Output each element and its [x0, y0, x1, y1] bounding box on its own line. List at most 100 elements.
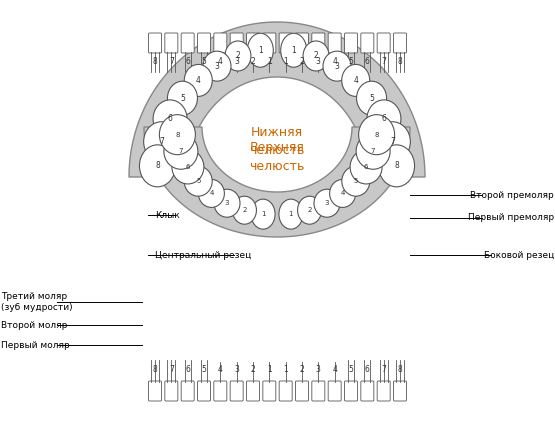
- Text: Боковой резец: Боковой резец: [484, 251, 554, 260]
- Text: 4: 4: [196, 76, 201, 85]
- Ellipse shape: [214, 189, 240, 217]
- Text: 1: 1: [283, 57, 288, 67]
- Text: Верхняя
челюсть: Верхняя челюсть: [249, 142, 305, 172]
- Polygon shape: [129, 22, 425, 177]
- Text: 1: 1: [289, 211, 293, 217]
- FancyBboxPatch shape: [377, 33, 390, 53]
- Ellipse shape: [198, 179, 224, 207]
- Text: 4: 4: [332, 57, 337, 67]
- FancyBboxPatch shape: [328, 381, 341, 401]
- Text: 7: 7: [169, 57, 174, 67]
- Text: 5: 5: [201, 365, 206, 375]
- FancyBboxPatch shape: [165, 381, 178, 401]
- FancyBboxPatch shape: [328, 33, 341, 53]
- Ellipse shape: [330, 179, 356, 207]
- Polygon shape: [144, 127, 410, 237]
- FancyBboxPatch shape: [393, 381, 406, 401]
- Text: Первый моляр: Первый моляр: [1, 340, 70, 349]
- FancyBboxPatch shape: [149, 381, 162, 401]
- Text: 5: 5: [196, 178, 200, 184]
- Text: 1: 1: [267, 365, 272, 375]
- Text: 6: 6: [364, 164, 369, 170]
- Text: Первый премоляр: Первый премоляр: [468, 213, 554, 222]
- Text: 6: 6: [168, 114, 173, 124]
- Ellipse shape: [144, 122, 180, 162]
- Text: 6: 6: [381, 114, 386, 124]
- Text: 6: 6: [365, 57, 370, 67]
- FancyBboxPatch shape: [377, 381, 390, 401]
- Ellipse shape: [184, 166, 212, 196]
- Text: 3: 3: [225, 200, 229, 206]
- Ellipse shape: [279, 199, 303, 229]
- Text: 7: 7: [179, 148, 183, 154]
- Text: 3: 3: [215, 62, 219, 71]
- Text: 1: 1: [258, 46, 263, 55]
- Text: 2: 2: [251, 57, 255, 67]
- Text: 1: 1: [267, 57, 272, 67]
- Ellipse shape: [367, 100, 401, 138]
- Text: 2: 2: [314, 51, 319, 60]
- FancyBboxPatch shape: [181, 381, 194, 401]
- Ellipse shape: [184, 64, 212, 96]
- Ellipse shape: [314, 189, 340, 217]
- Text: 5: 5: [369, 94, 374, 103]
- Text: 4: 4: [218, 365, 223, 375]
- FancyBboxPatch shape: [345, 33, 357, 53]
- Text: Второй премоляр: Второй премоляр: [470, 191, 554, 200]
- Ellipse shape: [159, 114, 195, 155]
- FancyBboxPatch shape: [279, 381, 292, 401]
- FancyBboxPatch shape: [198, 381, 210, 401]
- Text: 3: 3: [335, 62, 340, 71]
- FancyBboxPatch shape: [149, 33, 162, 53]
- Text: 8: 8: [153, 365, 158, 375]
- FancyBboxPatch shape: [263, 381, 276, 401]
- Text: 5: 5: [354, 178, 358, 184]
- FancyBboxPatch shape: [214, 33, 227, 53]
- Ellipse shape: [153, 100, 187, 138]
- FancyBboxPatch shape: [263, 33, 276, 53]
- Text: 8: 8: [375, 132, 379, 138]
- Ellipse shape: [375, 122, 410, 162]
- FancyBboxPatch shape: [361, 33, 374, 53]
- FancyBboxPatch shape: [246, 33, 260, 53]
- Text: 2: 2: [235, 51, 240, 60]
- Text: 6: 6: [365, 365, 370, 375]
- Text: 1: 1: [283, 365, 288, 375]
- Ellipse shape: [379, 145, 415, 187]
- Ellipse shape: [303, 41, 329, 71]
- Text: 1: 1: [291, 46, 296, 55]
- Text: 5: 5: [349, 365, 354, 375]
- Text: 5: 5: [349, 57, 354, 67]
- Ellipse shape: [297, 196, 321, 224]
- Text: 8: 8: [155, 161, 160, 170]
- FancyBboxPatch shape: [295, 381, 309, 401]
- Text: 1: 1: [261, 211, 265, 217]
- Text: 8: 8: [153, 57, 158, 67]
- Text: 8: 8: [397, 57, 402, 67]
- FancyBboxPatch shape: [246, 381, 260, 401]
- Text: 3: 3: [234, 365, 239, 375]
- FancyBboxPatch shape: [312, 33, 325, 53]
- Ellipse shape: [225, 41, 251, 71]
- Text: Центральный резец: Центральный резец: [155, 251, 251, 260]
- Ellipse shape: [342, 166, 370, 196]
- Text: 8: 8: [394, 161, 399, 170]
- Text: 8: 8: [397, 365, 402, 375]
- Text: 5: 5: [180, 94, 185, 103]
- Text: 2: 2: [300, 365, 304, 375]
- Text: Второй моляр: Второй моляр: [1, 321, 67, 330]
- Text: 6: 6: [186, 164, 190, 170]
- Text: 2: 2: [251, 365, 255, 375]
- Ellipse shape: [342, 64, 370, 96]
- Ellipse shape: [359, 114, 395, 155]
- Text: 5: 5: [201, 57, 206, 67]
- Text: 7: 7: [390, 137, 395, 146]
- Text: Нижняя
челюсть: Нижняя челюсть: [249, 127, 305, 158]
- Ellipse shape: [164, 133, 198, 169]
- Text: 3: 3: [234, 57, 239, 67]
- Text: 2: 2: [300, 57, 304, 67]
- Text: Клык: Клык: [155, 210, 180, 219]
- FancyBboxPatch shape: [230, 381, 243, 401]
- Text: 4: 4: [209, 191, 214, 197]
- Text: 3: 3: [316, 57, 321, 67]
